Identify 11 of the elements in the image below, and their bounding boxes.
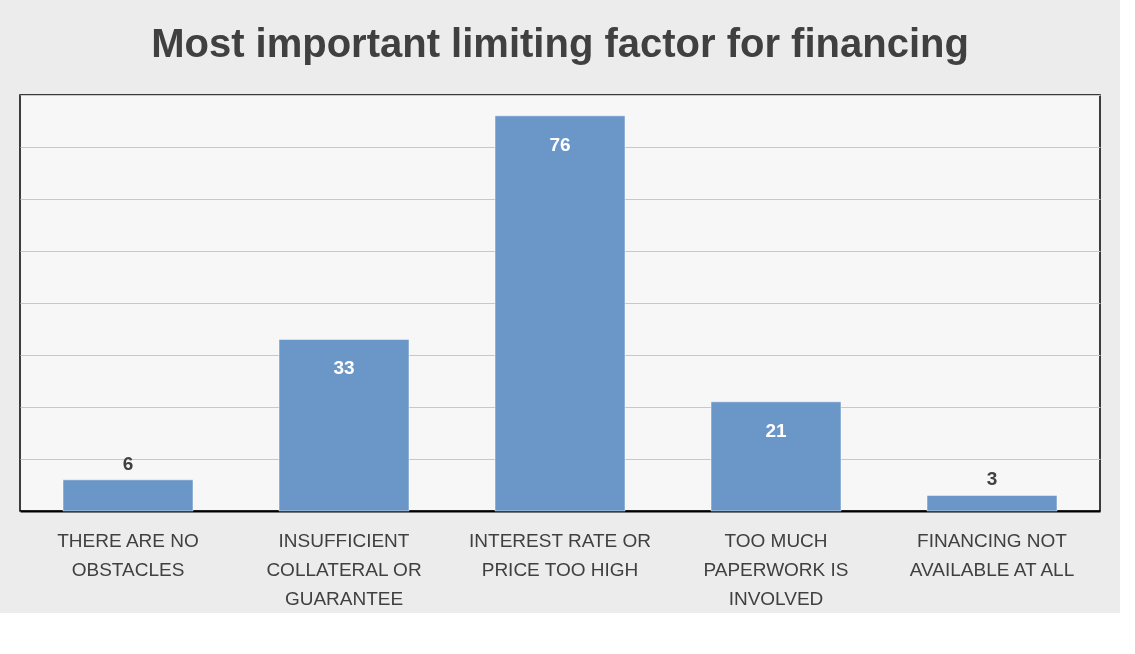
x-tick-label: FINANCING NOT AVAILABLE AT ALL bbox=[909, 529, 1075, 580]
data-label: 33 bbox=[333, 357, 355, 379]
data-label: 6 bbox=[122, 452, 134, 474]
x-tick-label: TOO MUCH PAPERWORK IS INVOLVED bbox=[703, 529, 849, 609]
chart-title: Most important limiting factor for financing bbox=[151, 21, 969, 65]
x-tick-label: INSUFFICIENT COLLATERAL OR GUARANTEE bbox=[266, 529, 422, 609]
x-tick-label: INTEREST RATE OR PRICE TOO HIGH bbox=[469, 529, 651, 580]
data-label: 76 bbox=[549, 133, 571, 155]
x-tick-label: THERE ARE NO OBSTACLES bbox=[57, 529, 199, 580]
data-label: 21 bbox=[765, 419, 787, 441]
data-label: 3 bbox=[986, 468, 998, 490]
